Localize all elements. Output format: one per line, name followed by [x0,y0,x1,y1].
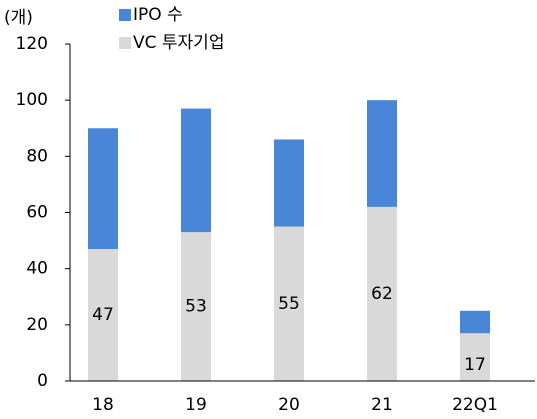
legend-swatch [119,37,131,49]
x-tick-label: 19 [185,395,207,415]
bar-segment [181,232,211,381]
legend-swatch [119,9,131,21]
data-label: 62 [371,284,393,304]
y-tick-label: 80 [26,146,48,166]
bar-segment [460,333,490,381]
data-label: 55 [278,294,300,314]
bar-segment [460,310,490,334]
y-tick-label: 60 [26,203,48,223]
y-tick-label: 100 [16,90,48,110]
bar-segment [274,226,304,381]
x-tick-label: 20 [278,395,300,415]
x-tick-label: 18 [92,395,114,415]
bar-segment [367,100,397,207]
bar-segment [181,108,211,233]
y-tick-label: 40 [26,259,48,279]
unit-label: (개) [4,8,33,28]
y-tick-label: 20 [26,315,48,335]
x-tick-label: 21 [371,395,393,415]
legend-label: VC 투자기업 [133,33,224,53]
bar-segment [274,139,304,227]
bar-segment [367,206,397,381]
y-tick-label: 120 [16,34,48,54]
bar-segment [88,128,118,250]
data-label: 53 [185,297,207,317]
bar-segment [88,249,118,381]
y-tick-label: 0 [37,371,48,391]
data-label: 17 [464,355,486,375]
x-tick-label: 22Q1 [452,395,498,415]
legend-label: IPO 수 [133,5,183,25]
data-label: 47 [92,305,114,325]
